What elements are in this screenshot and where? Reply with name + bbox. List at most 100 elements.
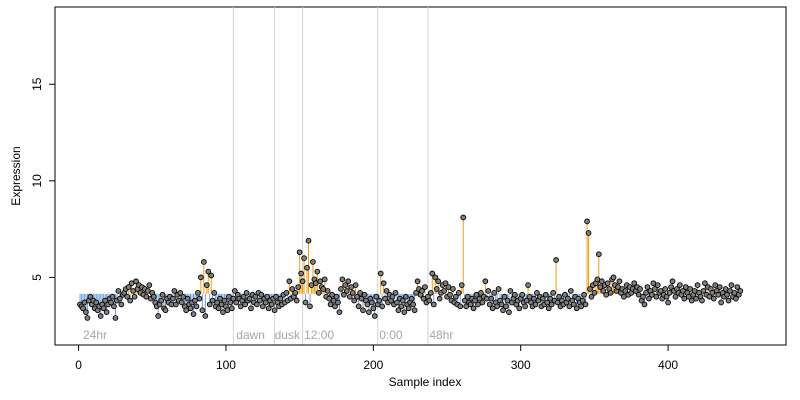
data-point <box>402 293 409 300</box>
data-point <box>587 286 593 292</box>
data-point <box>277 295 284 302</box>
region-label: 0:00 <box>379 328 403 342</box>
data-point <box>125 284 132 290</box>
data-point <box>646 295 652 302</box>
data-point <box>242 301 248 308</box>
data-point <box>203 282 210 288</box>
data-point <box>447 291 453 298</box>
data-point <box>324 288 331 294</box>
data-point <box>286 278 293 285</box>
data-point <box>355 303 362 310</box>
data-point <box>604 280 611 287</box>
data-point <box>346 293 353 300</box>
data-point <box>342 282 349 288</box>
data-point <box>345 278 352 285</box>
data-point <box>332 303 338 310</box>
data-point <box>702 280 708 287</box>
data-point <box>610 274 617 281</box>
region-label: dusk <box>275 328 301 342</box>
data-point <box>127 297 134 304</box>
data-point <box>651 286 658 292</box>
data-point <box>432 274 439 281</box>
data-point <box>111 303 117 310</box>
data-point <box>373 293 380 300</box>
data-point <box>430 301 437 308</box>
data-point <box>662 286 668 292</box>
data-point <box>579 297 586 304</box>
data-point <box>124 293 131 300</box>
data-point <box>401 309 408 316</box>
data-point <box>710 295 717 302</box>
data-point <box>268 301 275 308</box>
data-point <box>361 291 368 298</box>
data-point <box>343 288 350 294</box>
data-point <box>553 257 559 263</box>
data-point <box>718 299 725 306</box>
data-point <box>305 237 312 244</box>
data-point <box>500 307 506 314</box>
data-point <box>414 278 421 285</box>
data-point <box>229 305 235 312</box>
data-point <box>534 290 540 296</box>
data-point <box>252 293 259 300</box>
data-point <box>485 288 492 294</box>
data-point <box>588 293 595 300</box>
data-point <box>87 293 94 300</box>
data-point <box>622 288 629 294</box>
data-point <box>522 303 528 310</box>
data-point <box>304 264 310 271</box>
data-point <box>233 299 240 306</box>
data-point <box>426 297 433 304</box>
data-point <box>728 282 735 288</box>
data-point <box>699 297 705 304</box>
data-point <box>519 291 526 298</box>
data-point <box>394 299 400 306</box>
data-point <box>668 284 674 290</box>
data-point <box>240 293 247 300</box>
data-point <box>539 295 546 302</box>
data-point <box>227 299 234 306</box>
data-point <box>302 299 309 306</box>
data-point <box>195 290 201 296</box>
data-point <box>488 295 495 302</box>
data-point <box>486 301 493 308</box>
data-point <box>211 290 218 296</box>
data-point <box>516 305 523 312</box>
data-point <box>581 291 587 298</box>
data-point <box>491 290 498 296</box>
data-point <box>162 307 169 314</box>
data-point <box>600 288 607 294</box>
data-point <box>265 305 272 312</box>
data-point <box>470 305 477 312</box>
data-point <box>482 278 489 285</box>
data-point <box>100 305 107 312</box>
data-point <box>582 301 589 308</box>
data-point <box>607 290 614 296</box>
data-point <box>545 305 552 312</box>
data-point <box>584 218 590 225</box>
data-point <box>616 278 623 285</box>
data-point <box>333 293 340 300</box>
data-point <box>570 301 577 308</box>
data-point <box>669 278 676 285</box>
data-point <box>201 259 207 265</box>
data-point <box>598 278 605 285</box>
data-point <box>103 309 110 316</box>
data-point <box>631 280 638 287</box>
data-point <box>433 286 440 292</box>
data-point <box>187 305 194 312</box>
data-point <box>341 291 347 298</box>
data-point <box>335 299 341 306</box>
data-point <box>159 291 166 298</box>
data-point <box>338 286 344 292</box>
x-tick-label: 300 <box>511 358 531 372</box>
x-tick-label: 0 <box>75 358 82 372</box>
data-point <box>479 299 486 306</box>
data-point <box>460 214 467 221</box>
data-point <box>366 309 372 316</box>
data-point <box>231 288 238 294</box>
data-point <box>133 278 139 285</box>
data-point <box>637 286 643 292</box>
data-point <box>109 293 116 300</box>
data-point <box>296 249 303 256</box>
